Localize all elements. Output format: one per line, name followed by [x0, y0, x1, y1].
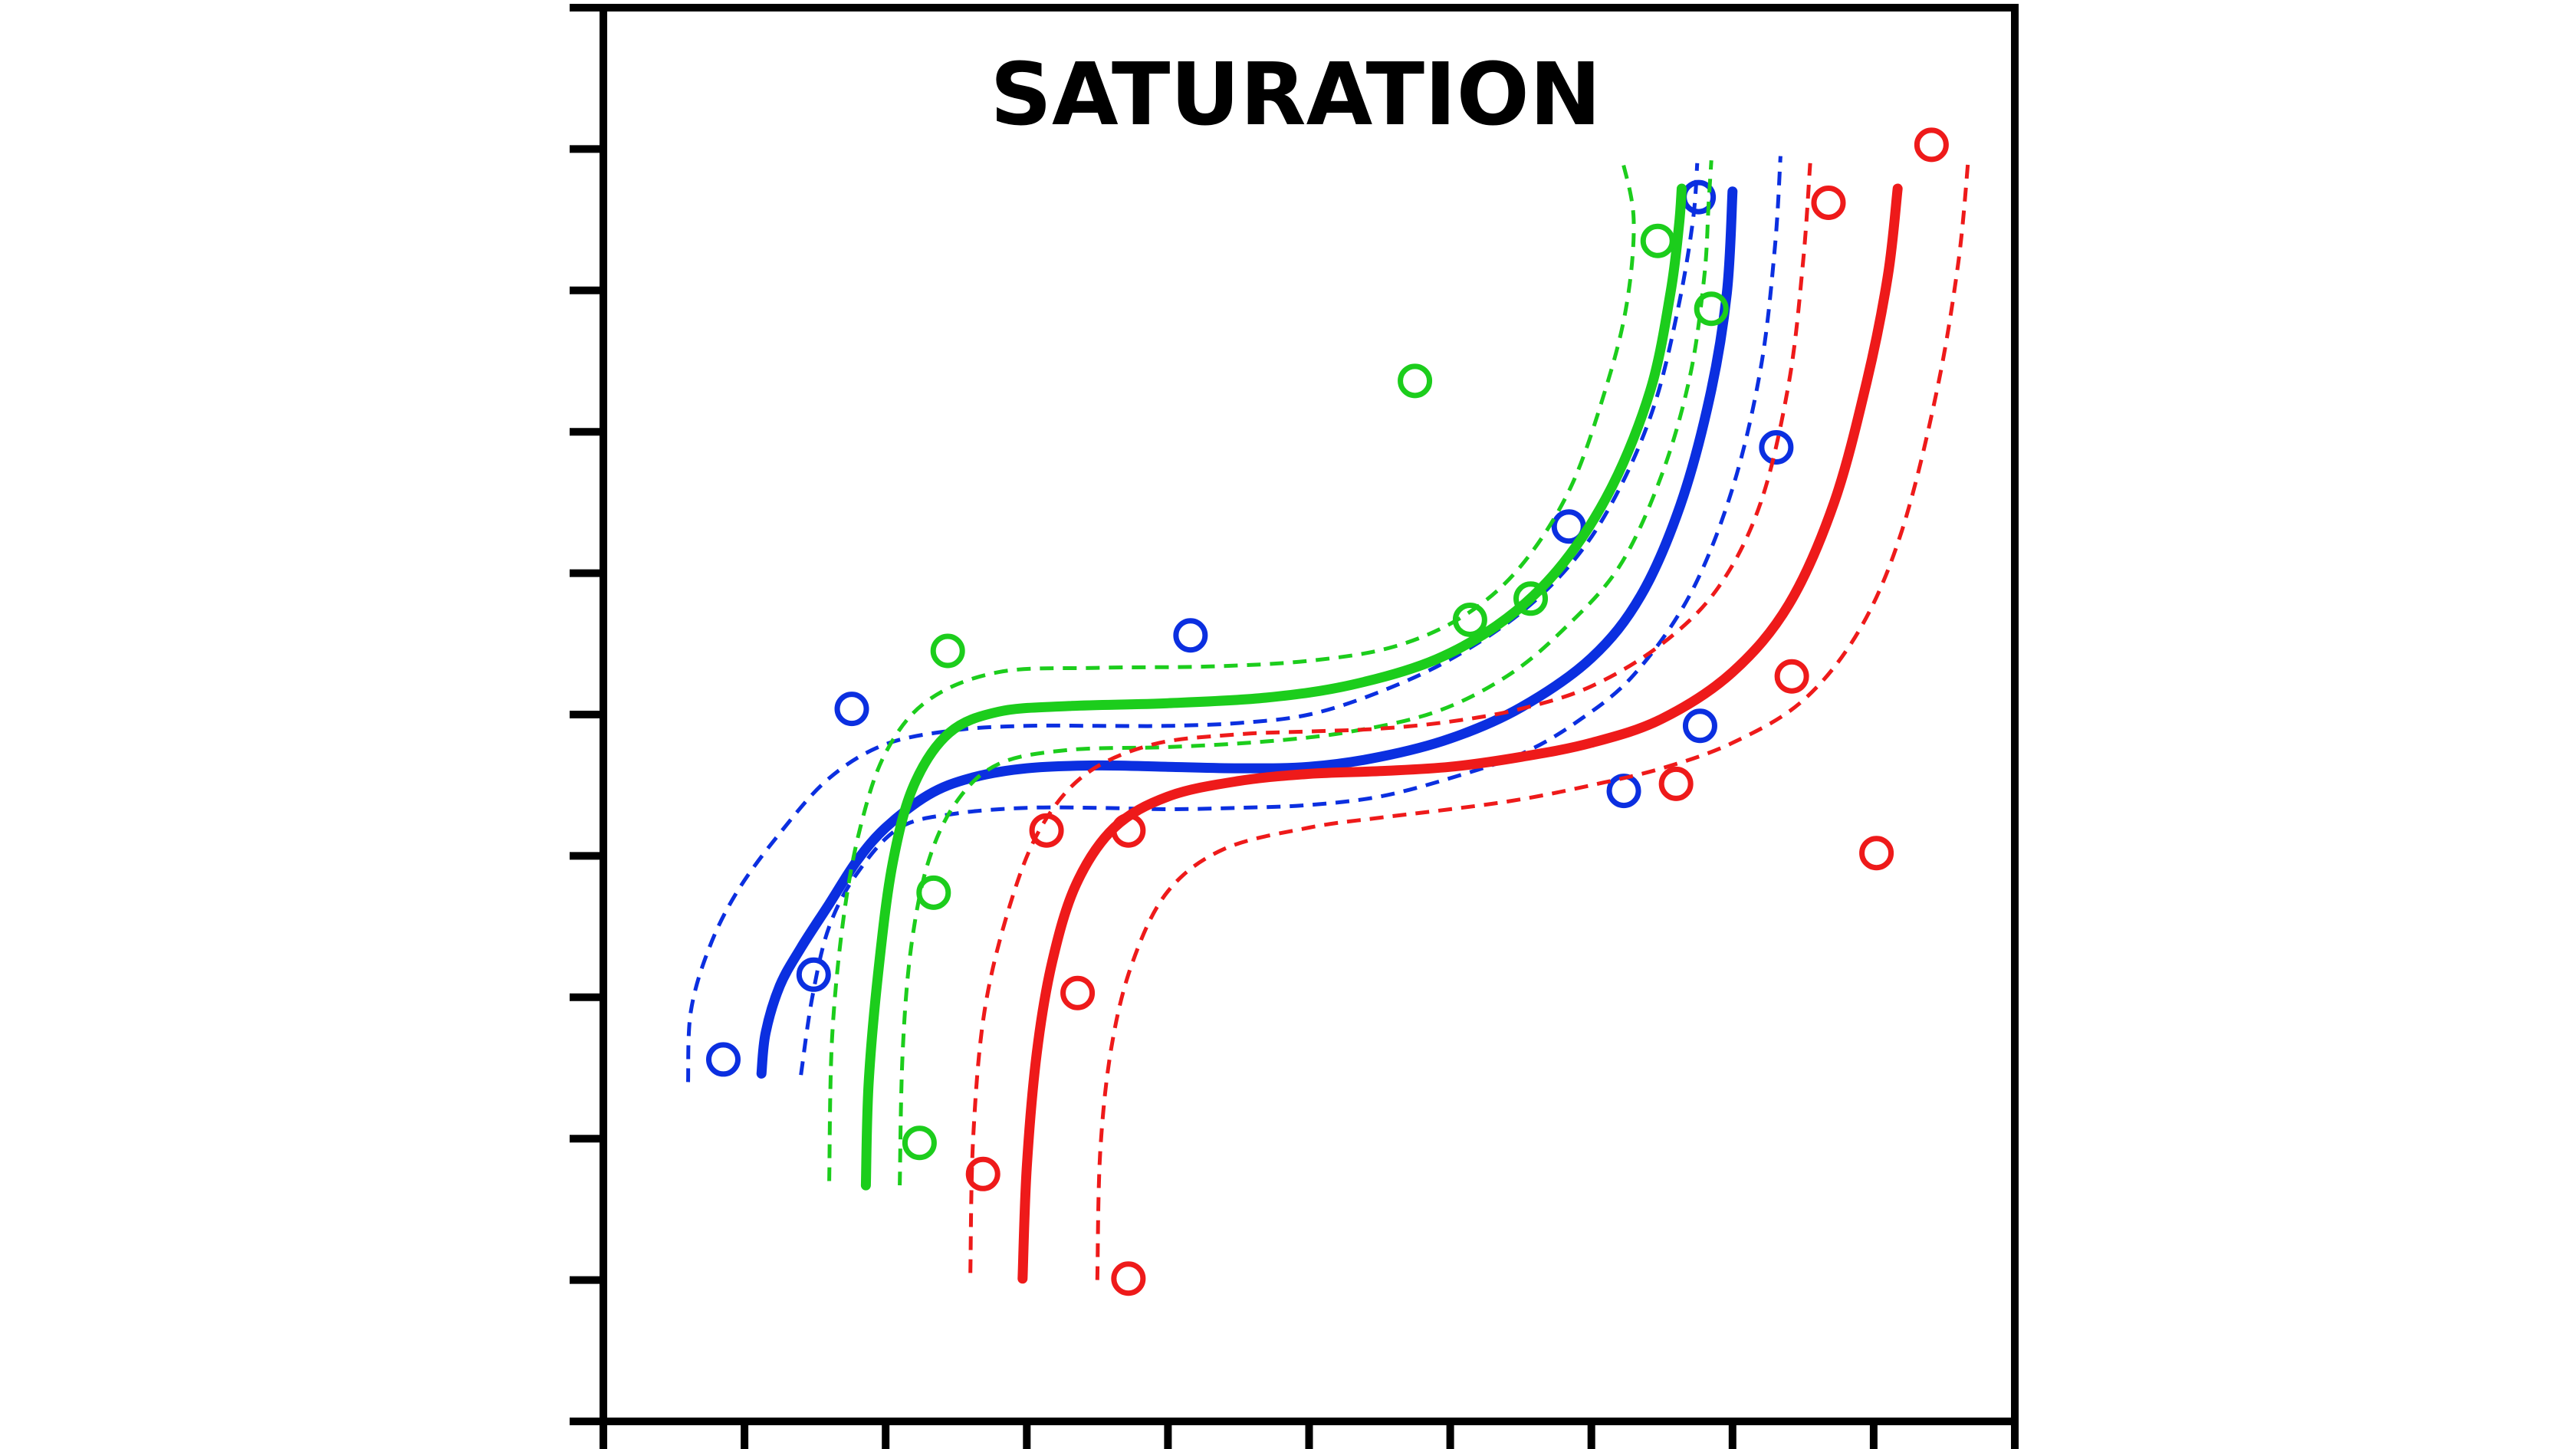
- series-1-ci-upper-line: [686, 163, 1700, 1083]
- series-2-data-point: [1640, 223, 1675, 258]
- chart-series-layer: [686, 127, 1970, 1296]
- series-1-ci-lower-line: [799, 156, 1783, 1076]
- series-3-data-point: [1658, 766, 1694, 801]
- series-2-data-point: [1398, 363, 1433, 399]
- series-3-data-point: [1111, 813, 1146, 848]
- series-1-data-point: [705, 1042, 741, 1077]
- series-1-fit-line: [756, 186, 1738, 1079]
- series-2-fit-line: [860, 183, 1687, 1191]
- series-2-data-point: [1452, 602, 1487, 637]
- series-1-data-point: [1606, 774, 1641, 809]
- series-2-ci-upper-line: [827, 159, 1636, 1181]
- chart-title: SATURATION: [990, 45, 1601, 145]
- series-3-data-point: [1914, 127, 1949, 163]
- series-1-data-point: [796, 957, 831, 992]
- series-2-data-point: [916, 875, 951, 910]
- series-2-data-point: [1694, 291, 1729, 327]
- series-3-ci-lower-line: [1095, 159, 1970, 1280]
- series-3-data-point: [965, 1156, 1001, 1191]
- series-2: [827, 159, 1729, 1191]
- series-1-data-point: [834, 692, 869, 727]
- series-3-ci-upper-line: [968, 163, 1812, 1273]
- series-1: [686, 156, 1794, 1083]
- series-2-ci-lower-line: [898, 160, 1714, 1186]
- series-3-data-point: [1029, 813, 1064, 848]
- series-3-fit-line: [1017, 183, 1903, 1284]
- series-1-data-point: [1551, 509, 1586, 544]
- series-3-data-point: [1811, 185, 1846, 220]
- series-3-data-point: [1774, 659, 1809, 694]
- series-1-data-point: [1759, 429, 1794, 465]
- series-2-data-point: [1513, 581, 1549, 616]
- series-3-data-point: [1111, 1261, 1146, 1296]
- series-2-data-point: [930, 633, 965, 669]
- series-3-data-point: [1060, 975, 1096, 1010]
- chart-axes: [570, 4, 2019, 1449]
- series-3: [965, 127, 1970, 1296]
- series-3-data-point: [1859, 836, 1894, 871]
- series-1-data-point: [1173, 618, 1208, 653]
- series-2-data-point: [902, 1125, 937, 1161]
- series-1-data-point: [1682, 708, 1717, 744]
